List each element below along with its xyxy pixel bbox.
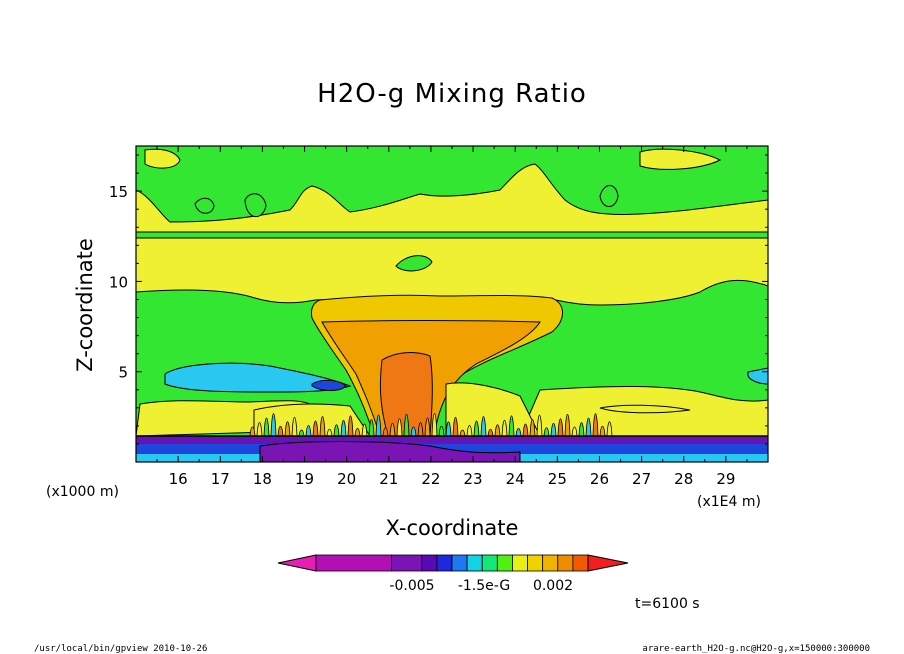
- surface-violet-patch: [259, 441, 521, 462]
- surface-blue-strip: [136, 444, 768, 454]
- colorbar-segment: [572, 554, 589, 572]
- footer-right: arare-earth_H2O-g.nc@H2O-g,x=150000:3000…: [642, 644, 870, 654]
- x-axis-label: X-coordinate: [386, 516, 519, 540]
- colorbar-label-2: -1.5e-G: [458, 578, 510, 594]
- x-tick-label: 18: [253, 470, 272, 488]
- colorbar-segment: [391, 554, 423, 572]
- streak-lines: [136, 413, 768, 437]
- x-tick-label: 20: [337, 470, 356, 488]
- colorbar-segment: [315, 554, 392, 572]
- footer-left: /usr/local/bin/gpview 2010-10-26: [34, 644, 207, 654]
- y-tick-label: 10: [109, 273, 128, 291]
- colorbar-segment: [451, 554, 468, 572]
- dark-orange-core: [379, 352, 433, 437]
- colorbar-segment: [421, 554, 438, 572]
- colorbar-segment: [542, 554, 559, 572]
- x-tick-label: 25: [548, 470, 567, 488]
- x-tick-label: 16: [169, 470, 188, 488]
- y-axis-label: Z-coordinate: [73, 238, 97, 372]
- x-tick-label: 22: [421, 470, 440, 488]
- x-tick-label: 26: [590, 470, 609, 488]
- x-tick-label: 28: [674, 470, 693, 488]
- colorbar-segment: [527, 554, 544, 572]
- y-tick-label: 15: [109, 183, 128, 201]
- blue-region: [311, 379, 347, 391]
- top-yellow-blob-right: [639, 148, 722, 170]
- x-tick-label: 27: [632, 470, 651, 488]
- colorbar-segment: [481, 554, 498, 572]
- cyan-region: [164, 362, 352, 393]
- green-small-patch: [395, 255, 433, 272]
- colorbar-left-arrow: [277, 554, 317, 572]
- x-tick-label: 29: [716, 470, 735, 488]
- colorbar-segment: [466, 554, 483, 572]
- top-yellow-blob-left: [144, 148, 181, 169]
- upper-yellow-region: [136, 163, 768, 233]
- colorbar-segment: [557, 554, 574, 572]
- green-islands: [194, 185, 619, 217]
- colorbar: [277, 554, 629, 572]
- x-tick-label: 19: [295, 470, 314, 488]
- x-tick-label: 24: [506, 470, 525, 488]
- chart-title: H2O-g Mixing Ratio: [317, 79, 587, 109]
- colorbar-segment: [512, 554, 528, 572]
- colorbar-label-3: 0.002: [533, 578, 573, 594]
- colorbar-right-arrow: [587, 554, 629, 572]
- contour-field: [136, 146, 768, 462]
- colorbar-segment: [436, 554, 453, 572]
- x-tick-label: 17: [211, 470, 230, 488]
- y-axis-ticks: 5 10 15: [109, 154, 768, 445]
- x-axis-ticks: 16 17 18 19 20 21 22 23 24 25 26 27 28 29: [156, 146, 748, 488]
- x-unit-left: (x1000 m): [46, 484, 119, 500]
- x-tick-label: 23: [464, 470, 483, 488]
- colorbar-segment: [496, 554, 513, 572]
- time-label: t=6100 s: [635, 596, 700, 612]
- y-tick-label: 5: [118, 364, 128, 382]
- x-unit-right: (x1E4 m): [697, 494, 761, 510]
- colorbar-label-1: -0.005: [389, 578, 434, 594]
- x-tick-label: 21: [379, 470, 398, 488]
